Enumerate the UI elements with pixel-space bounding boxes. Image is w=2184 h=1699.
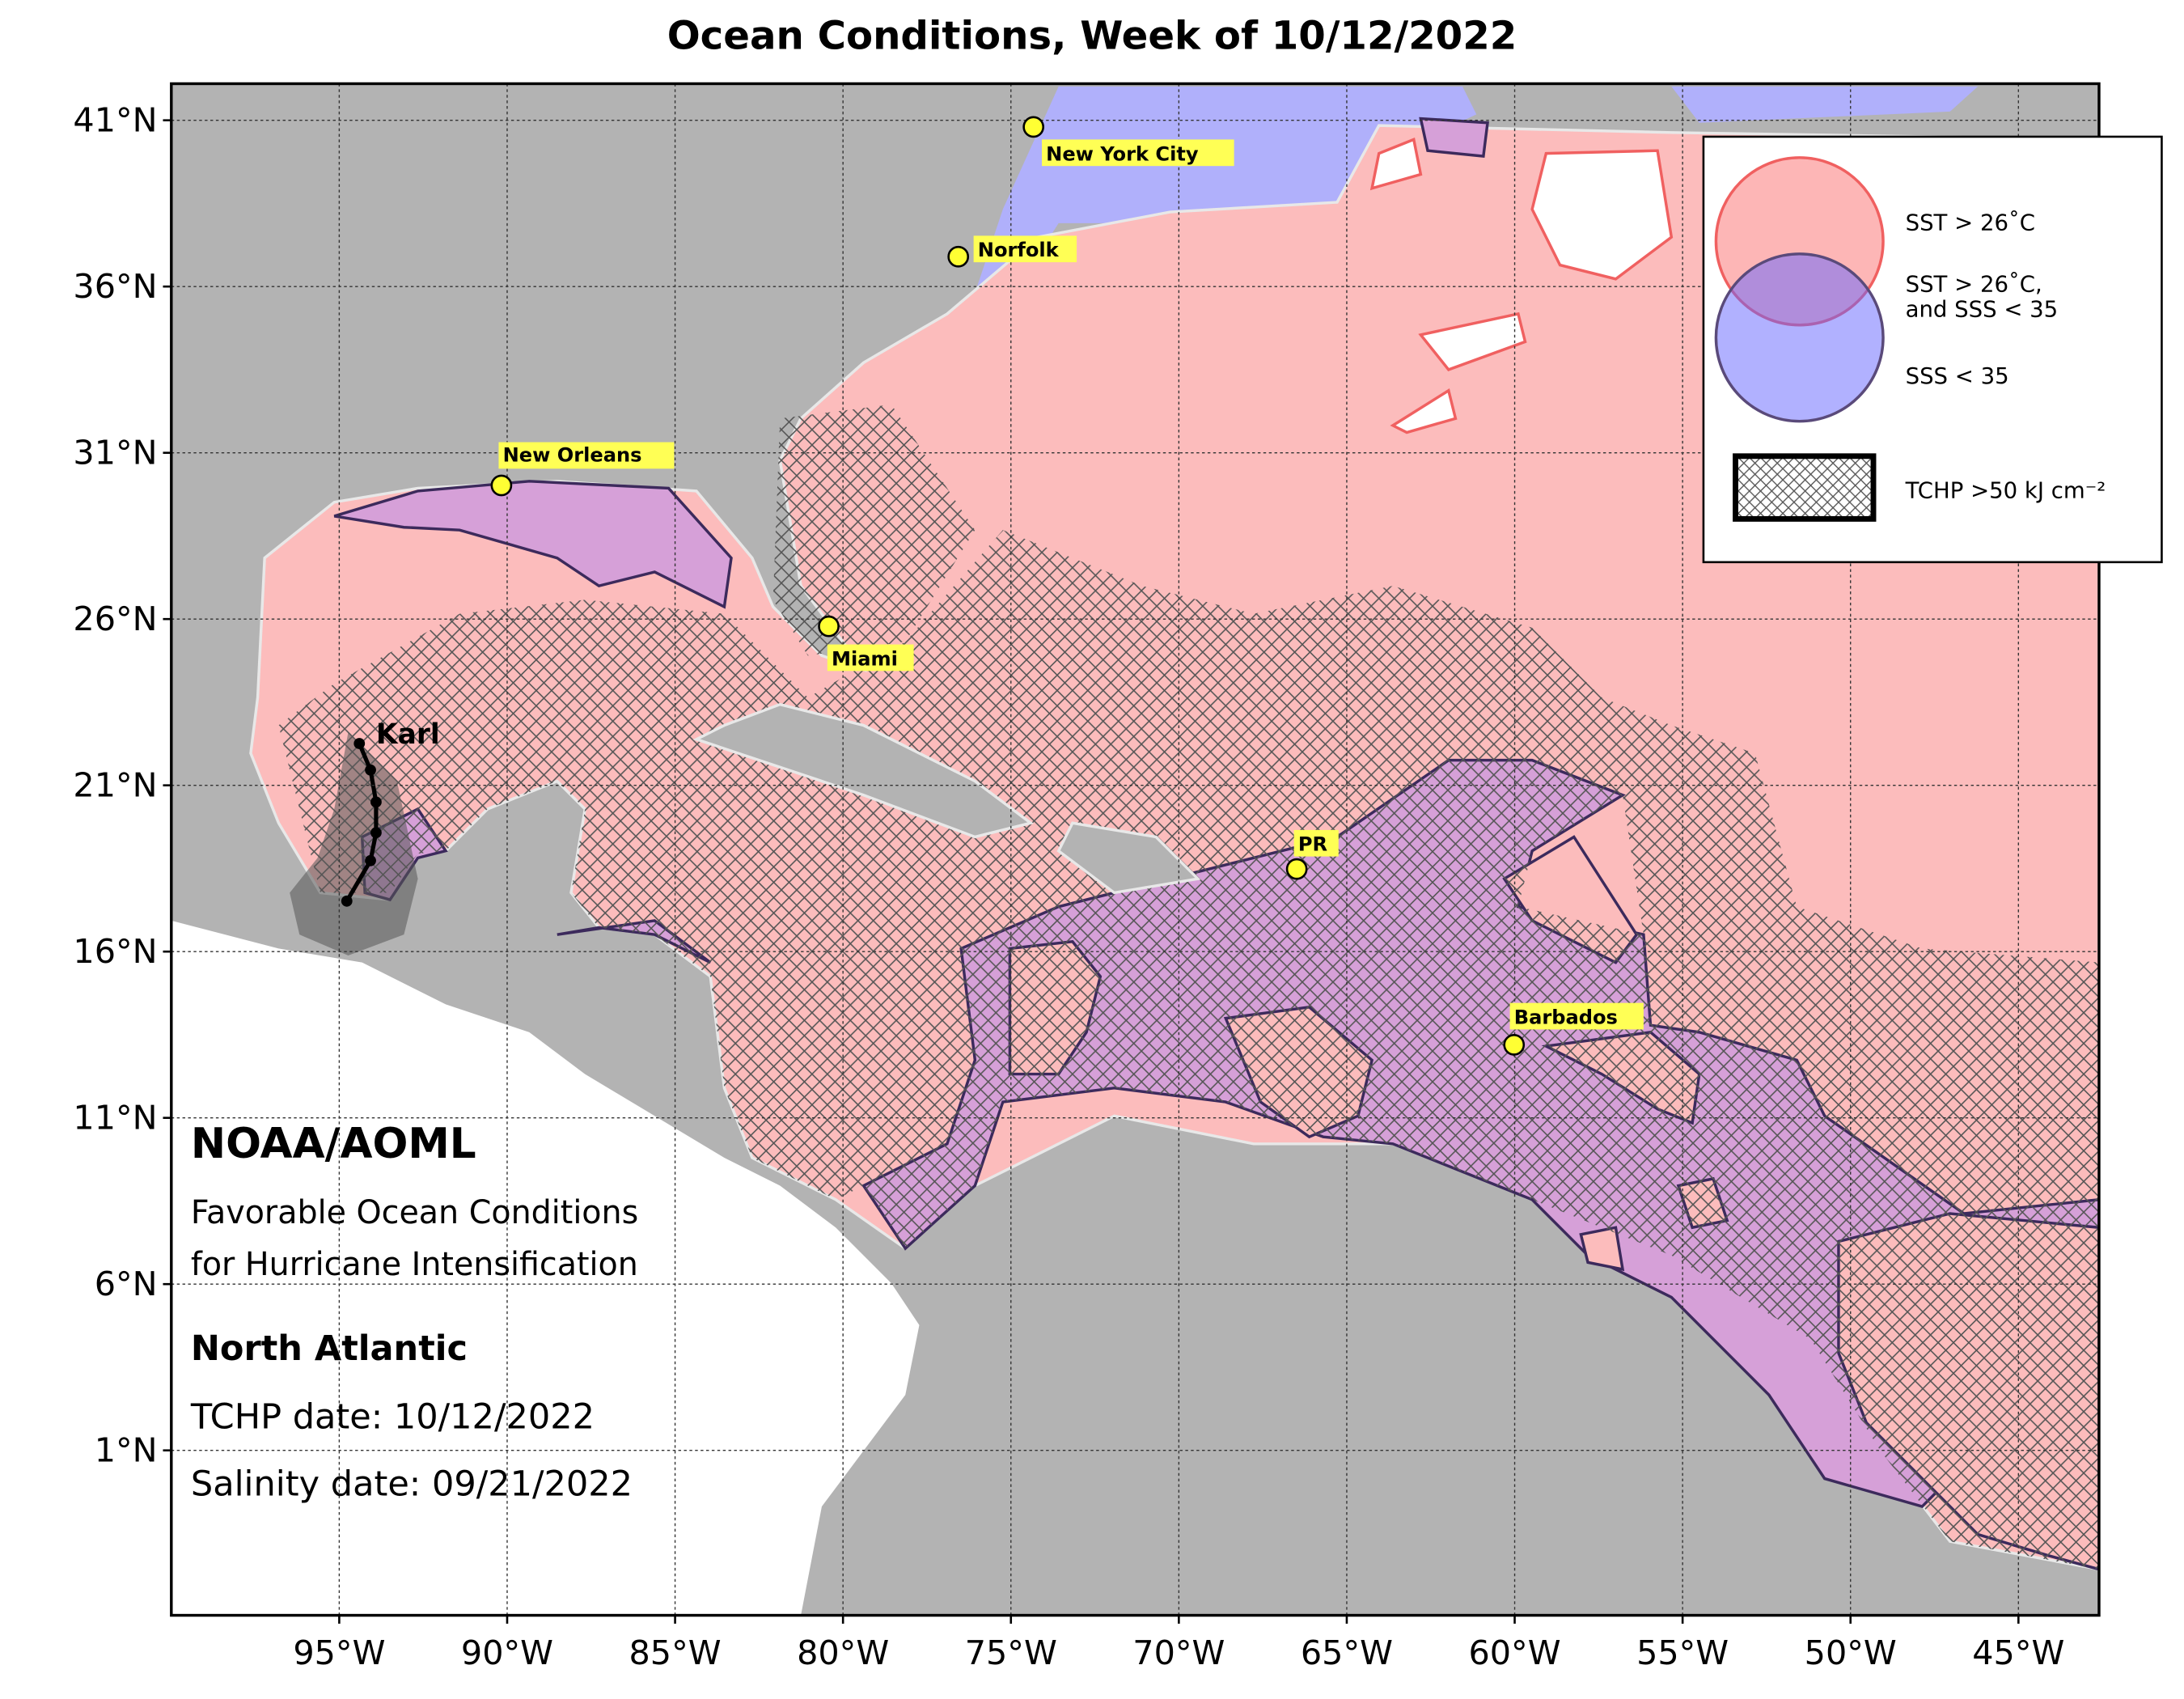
city-label: New Orleans <box>503 444 642 467</box>
lat-tick-label: 16°N <box>73 932 157 971</box>
tchp-hatch <box>772 405 2099 1570</box>
city-label-box <box>498 442 675 469</box>
info-salinity-date: Salinity date: 09/21/2022 <box>191 1464 633 1504</box>
info-subtitle: Favorable Ocean Conditions <box>191 1194 638 1231</box>
storm-point <box>370 827 382 839</box>
lat-tick-label: 31°N <box>73 433 157 472</box>
storm-point <box>341 895 353 907</box>
city-marker <box>818 615 840 638</box>
city-label-box <box>827 644 914 672</box>
city-label-box <box>973 235 1077 263</box>
storm-point <box>370 796 382 808</box>
lon-tick-label: 50°W <box>1805 1633 1897 1672</box>
storm-point <box>365 764 376 776</box>
info-region: North Atlantic <box>191 1328 468 1369</box>
legend-label: SST > 26˚C, <box>1906 271 2042 297</box>
city-label: Barbados <box>1514 1006 1618 1029</box>
info-subtitle: for Hurricane Intensification <box>191 1246 638 1283</box>
lat-tick-label: 36°N <box>73 267 157 306</box>
city-marker <box>947 245 970 268</box>
lat-tick-label: 1°N <box>95 1430 158 1469</box>
city-marker <box>1285 858 1308 880</box>
city-label: New York City <box>1046 142 1199 165</box>
storm-point <box>365 854 376 866</box>
lat-tick-label: 11°N <box>73 1098 157 1137</box>
lat-tick-label: 41°N <box>73 100 157 139</box>
lon-tick-label: 70°W <box>1132 1633 1225 1672</box>
city-marker <box>490 474 513 497</box>
city-label-box <box>1293 829 1339 857</box>
storm-point <box>353 738 366 749</box>
city-label: Norfolk <box>978 239 1060 261</box>
lat-tick-label: 6°N <box>95 1265 158 1303</box>
info-org: NOAA/AOML <box>191 1120 476 1168</box>
lat-tick-label: 21°N <box>73 765 157 804</box>
lon-tick-label: 95°W <box>293 1633 385 1672</box>
info-box: NOAA/AOML Favorable Ocean Conditions for… <box>190 1120 638 1504</box>
cities: New York City Norfolk New Orleans Miami … <box>490 116 1644 1056</box>
map-title: Ocean Conditions, Week of 10/12/2022 <box>667 13 1517 58</box>
legend-sss-swatch <box>1714 252 1885 423</box>
lon-tick-label: 60°W <box>1468 1633 1560 1672</box>
city-marker <box>1022 116 1045 138</box>
storm-name: Karl <box>376 718 440 751</box>
legend: SST > 26˚C SST > 26˚C, and SSS < 35 SSS … <box>1702 135 2163 564</box>
city-label: PR <box>1298 833 1328 856</box>
plot-frame <box>170 82 2101 1617</box>
sst-gap <box>1369 138 1674 434</box>
lon-tick-label: 45°W <box>1972 1633 2064 1672</box>
city-label: Miami <box>832 647 898 670</box>
lon-tick-label: 55°W <box>1636 1633 1729 1672</box>
storm-cone <box>290 732 418 956</box>
city-label-box <box>1509 1002 1644 1030</box>
islands <box>692 702 1201 895</box>
legend-tchp-swatch <box>1733 453 1877 522</box>
lon-tick-label: 85°W <box>629 1633 722 1672</box>
legend-label: TCHP >50 kJ cm⁻² <box>1905 478 2106 504</box>
legend-label: SST > 26˚C <box>1906 210 2035 235</box>
graticule <box>171 83 2099 1616</box>
info-tchp-date: TCHP date: 10/12/2022 <box>190 1396 595 1437</box>
city-label-box <box>1042 139 1234 167</box>
lon-tick-label: 65°W <box>1301 1633 1393 1672</box>
storm-points <box>341 738 382 907</box>
pacific <box>171 920 920 1616</box>
city-marker <box>1503 1034 1526 1056</box>
lon-tick-label: 90°W <box>461 1633 553 1672</box>
lat-tick-label: 26°N <box>73 600 157 638</box>
lon-tick-label: 80°W <box>797 1633 889 1672</box>
legend-label: and SSS < 35 <box>1906 296 2059 322</box>
legend-label: SSS < 35 <box>1906 363 2009 389</box>
lon-tick-label: 75°W <box>965 1633 1057 1672</box>
